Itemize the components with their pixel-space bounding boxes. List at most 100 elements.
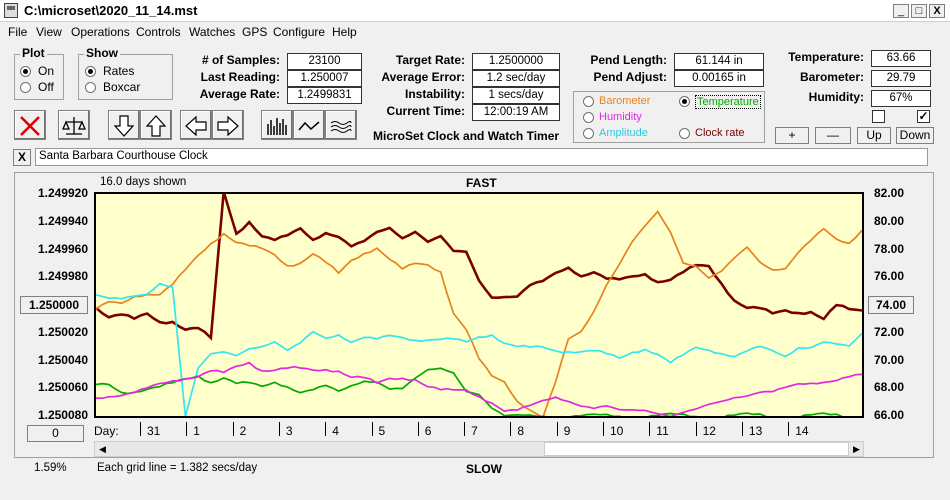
- last-reading-value: 1.250007: [287, 70, 362, 87]
- smooth-view-button[interactable]: [325, 110, 357, 140]
- scrollbar-thumb[interactable]: [544, 442, 849, 456]
- right-axis-tick: 78.00: [874, 241, 905, 256]
- day-tick-mark: [788, 422, 790, 436]
- amplitude-label: Amplitude: [599, 127, 648, 139]
- day-tick-label: 31: [147, 424, 161, 438]
- right-axis-tick: 70.00: [874, 352, 905, 367]
- window-title: C:\microset\2020_11_14.mst: [24, 3, 198, 18]
- zero-button[interactable]: 0: [27, 425, 84, 442]
- minus-button[interactable]: —: [815, 127, 851, 144]
- day-tick-mark: [695, 422, 697, 436]
- boxcar-label: Boxcar: [103, 80, 141, 94]
- left-axis-tick: 1.249920: [37, 186, 88, 200]
- line-view-button[interactable]: [293, 110, 325, 140]
- watch-close-button[interactable]: X: [13, 149, 31, 166]
- instability-value: 1 secs/day: [472, 87, 560, 104]
- series-line: [96, 361, 862, 416]
- arrow-left-icon: [185, 115, 207, 137]
- scale-icon: [62, 117, 86, 135]
- right-axis-tick: 74.00: [868, 296, 914, 314]
- series-line: [96, 210, 862, 416]
- clock-rate-label: Clock rate: [695, 127, 745, 139]
- clock-rate-radio[interactable]: [679, 128, 690, 139]
- plus-button[interactable]: +: [775, 127, 809, 144]
- day-tick-label: 2: [239, 424, 247, 438]
- down-button[interactable]: Down: [896, 127, 934, 144]
- menu-bar: File View Operations Controls Watches GP…: [0, 22, 950, 42]
- rates-radio[interactable]: [85, 66, 96, 77]
- day-tick-label: 1: [193, 424, 200, 438]
- menu-file[interactable]: File: [8, 25, 28, 39]
- left-axis-tick: 1.250020: [37, 324, 88, 339]
- day-tick-mark: [464, 422, 466, 436]
- day-tick-label: 6: [424, 424, 432, 438]
- day-tick-mark: [278, 422, 280, 436]
- wave-lines-icon: [330, 121, 352, 133]
- amplitude-radio[interactable]: [583, 128, 594, 139]
- left-axis-tick: 1.249980: [37, 269, 88, 284]
- day-tick-mark: [741, 422, 743, 436]
- up-button[interactable]: Up: [857, 127, 891, 144]
- pend-adjust-label: Pend Adjust:: [593, 70, 667, 84]
- target-rate-value: 1.2500000: [472, 53, 560, 70]
- scroll-down-button[interactable]: [108, 110, 140, 140]
- day-tick-mark: [510, 422, 512, 436]
- app-icon: [4, 3, 18, 18]
- show-group-title: Show: [84, 46, 120, 60]
- last-reading-label: Last Reading:: [200, 70, 280, 84]
- title-bar: C:\microset\2020_11_14.mst _ □ X: [0, 0, 950, 22]
- scroll-left-arrow-icon[interactable]: ◀: [99, 444, 106, 454]
- menu-view[interactable]: View: [36, 25, 62, 39]
- right-axis-tick: 82.00: [874, 186, 905, 200]
- menu-gps[interactable]: GPS: [242, 25, 268, 39]
- humidity-field-label: Humidity:: [808, 90, 864, 104]
- humidity-radio[interactable]: [583, 112, 594, 123]
- chart-plot-area: [94, 192, 864, 418]
- average-error-value: 1.2 sec/day: [472, 70, 560, 87]
- stop-button[interactable]: [14, 110, 46, 140]
- show-group: [78, 54, 173, 100]
- day-tick-mark: [556, 422, 558, 436]
- menu-help[interactable]: Help: [332, 25, 357, 39]
- minimize-button[interactable]: _: [893, 4, 909, 18]
- pend-length-value: 61.144 in: [674, 53, 764, 70]
- menu-operations[interactable]: Operations: [71, 25, 130, 39]
- day-tick-mark: [140, 422, 141, 436]
- scroll-left-button[interactable]: [180, 110, 212, 140]
- day-tick-label: 12: [702, 424, 716, 438]
- barometer-radio[interactable]: [583, 96, 594, 107]
- day-tick-label: 3: [285, 424, 293, 438]
- left-axis-tick: 1.249940: [37, 213, 88, 228]
- boxcar-radio[interactable]: [85, 82, 96, 93]
- balance-button[interactable]: [58, 110, 90, 140]
- plot-off-label: Off: [38, 80, 54, 94]
- watch-name-field[interactable]: Santa Barbara Courthouse Clock: [35, 148, 928, 166]
- env-checkbox-2[interactable]: ✓: [917, 109, 930, 123]
- arrow-up-icon: [145, 115, 167, 137]
- menu-configure[interactable]: Configure: [273, 25, 326, 39]
- close-button[interactable]: X: [929, 4, 945, 18]
- scroll-right-arrow-icon[interactable]: ▶: [853, 444, 860, 454]
- grid-note-label: Each grid line = 1.382 secs/day: [97, 462, 258, 474]
- temperature-radio[interactable]: [679, 96, 690, 107]
- menu-watches[interactable]: Watches: [189, 25, 236, 39]
- env-checkbox-1[interactable]: [872, 110, 885, 123]
- barometer-value: 29.79: [871, 70, 931, 87]
- chart-scrollbar[interactable]: ◀ ▶: [94, 441, 864, 457]
- plot-on-radio[interactable]: [20, 66, 31, 77]
- day-tick-mark: [417, 422, 419, 436]
- right-axis-tick: 76.00: [874, 269, 905, 284]
- maximize-button[interactable]: □: [911, 4, 927, 18]
- series-line: [96, 194, 862, 341]
- pend-length-label: Pend Length:: [590, 53, 667, 67]
- bars-view-button[interactable]: [261, 110, 293, 140]
- plot-off-radio[interactable]: [20, 82, 31, 93]
- scroll-right-button[interactable]: [212, 110, 244, 140]
- humidity-label: Humidity: [599, 111, 642, 123]
- scroll-up-button[interactable]: [140, 110, 172, 140]
- target-rate-label: Target Rate:: [395, 53, 465, 67]
- barometer-label: Barometer: [599, 95, 651, 107]
- rates-label: Rates: [103, 64, 135, 78]
- bar-graph-icon: [267, 118, 287, 135]
- menu-controls[interactable]: Controls: [136, 25, 181, 39]
